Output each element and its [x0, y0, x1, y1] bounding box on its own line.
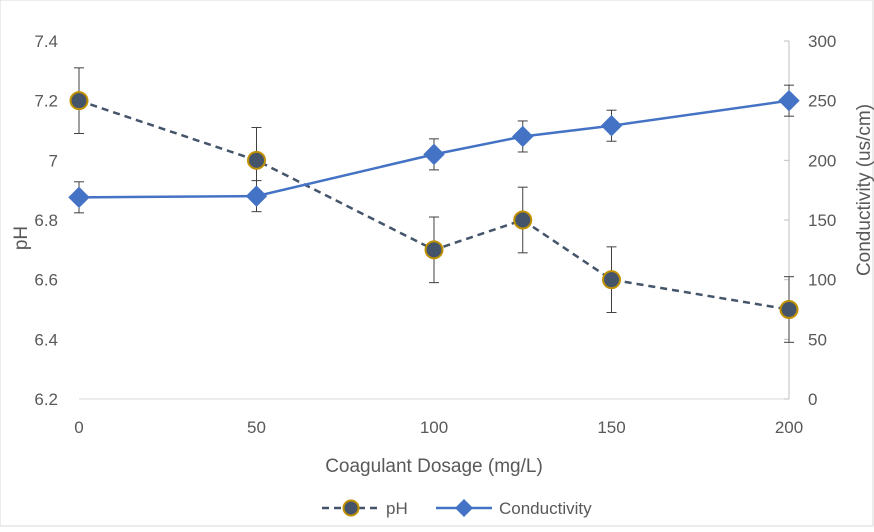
conductivity-series-line	[78, 99, 790, 199]
series-layer	[68, 67, 800, 343]
ph-point	[513, 210, 533, 230]
legend-ph-marker	[342, 499, 360, 517]
y2-axis-title: Conductivity (us/cm)	[854, 104, 874, 276]
y-tick-label: 7.2	[34, 92, 58, 111]
x-tick-label: 200	[775, 418, 803, 437]
ph-point	[69, 91, 89, 111]
y2-tick-label: 250	[808, 92, 836, 111]
legend-conductivity-label: Conductivity	[499, 499, 592, 518]
y-tick-label: 7	[49, 151, 58, 170]
legend-ph-label: pH	[386, 499, 408, 518]
y-tick-label: 6.2	[34, 390, 58, 409]
conductivity-point	[68, 186, 90, 209]
y-axis-title: pH	[11, 226, 32, 250]
legend-conductivity-marker	[455, 499, 473, 517]
ticks-layer: 0 50 100 150 200 6.2 6.4 6.6 6.8 7 7.2 7.4 0 50 100 150…	[34, 32, 836, 437]
conductivity-point	[245, 185, 268, 207]
legend: pH Conductivity	[322, 499, 592, 518]
ph-point	[424, 240, 444, 260]
conductivity-point	[423, 143, 445, 166]
y-tick-label: 6.6	[34, 271, 58, 290]
ph-point	[247, 150, 266, 170]
x-tick-label: 150	[597, 418, 625, 437]
y2-tick-label: 100	[808, 271, 836, 290]
x-tick-label: 100	[420, 418, 448, 437]
y2-tick-label: 200	[808, 151, 836, 170]
conductivity-point	[512, 125, 534, 148]
conductivity-point	[778, 89, 800, 112]
ph-point	[779, 300, 799, 319]
ph-point	[602, 270, 621, 290]
x-tick-label: 0	[74, 418, 83, 437]
conductivity-point	[600, 115, 623, 137]
x-axis-title: Coagulant Dosage (mg/L)	[325, 456, 543, 477]
ph-series-line	[78, 99, 790, 311]
y-tick-label: 6.4	[34, 330, 58, 349]
y2-tick-label: 50	[808, 330, 827, 349]
y2-tick-label: 0	[808, 390, 817, 409]
y2-tick-label: 150	[808, 211, 836, 230]
y-tick-label: 6.8	[34, 211, 58, 230]
y2-tick-label: 300	[808, 32, 836, 51]
x-tick-label: 50	[247, 418, 266, 437]
y-tick-label: 7.4	[34, 32, 58, 51]
